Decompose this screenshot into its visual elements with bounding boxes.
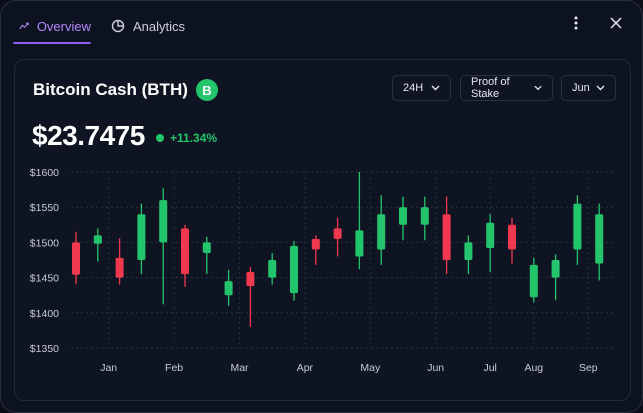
range-dropdown[interactable]: 24H (392, 75, 451, 101)
current-price: $23.7475 (32, 120, 145, 151)
candle-body-up (551, 260, 560, 278)
asset-title: Bitcoin Cash (BTH) (33, 80, 188, 99)
coin-glyph: B (202, 82, 212, 98)
candle-body-up (202, 242, 211, 253)
more-vertical-icon[interactable] (568, 15, 584, 31)
candle-body-down (181, 228, 189, 275)
candle-body-up (355, 230, 364, 257)
candle-body-up (420, 207, 429, 225)
consensus-value: Proof of Stake (471, 76, 510, 100)
month-value: Jun (572, 82, 590, 94)
candle-body-up (93, 235, 102, 244)
candle-body-down (333, 228, 342, 239)
candle-body-up (137, 214, 146, 260)
bitcoin-cash-icon: B (196, 79, 218, 101)
pie-chart-icon (111, 19, 125, 33)
price-change-badge: +11.34% (156, 131, 217, 145)
x-tick-label: Jan (100, 362, 117, 374)
x-tick-label: May (360, 362, 381, 374)
price-change: +11.34% (170, 131, 218, 145)
chevron-down-icon (596, 85, 605, 91)
candle-body-down (442, 214, 451, 260)
candle-body-up (595, 214, 604, 264)
candle-body-up (573, 203, 582, 250)
candlestick-chart: $1600 $1550 $1500 $1450 $1400 $1350 Jan Feb Mar A… (30, 167, 615, 374)
candle-body-up (529, 264, 538, 298)
tab-overview-label: Overview (36, 18, 91, 34)
x-tick-label: Sep (579, 362, 598, 374)
y-tick-label: $1450 (30, 273, 59, 285)
chevron-down-icon (431, 85, 440, 91)
x-tick-label: Feb (165, 362, 183, 374)
y-tick-label: $1350 (30, 343, 59, 355)
tab-analytics-label: Analytics (133, 18, 186, 34)
candle-body-down (115, 257, 124, 278)
y-tick-label: $1500 (30, 237, 59, 249)
candle-body-down (311, 238, 320, 250)
chart-line-icon (19, 22, 29, 30)
candle-body-up (464, 242, 473, 260)
candle-body-down (246, 271, 255, 287)
range-value: 24H (403, 82, 424, 94)
close-icon[interactable] (608, 15, 624, 31)
x-tick-label: Mar (230, 362, 249, 374)
candle-body-down (508, 224, 516, 250)
candle-body-up (224, 281, 233, 296)
consensus-dropdown[interactable]: Proof of Stake (460, 75, 553, 101)
x-tick-label: Jun (427, 362, 444, 374)
candle-body-up (377, 214, 386, 250)
candle-body-up (268, 260, 277, 278)
month-dropdown[interactable]: Jun (561, 75, 616, 101)
x-tick-label: Jul (483, 362, 496, 374)
x-tick-label: Aug (524, 362, 543, 374)
candle-body-up (486, 222, 495, 249)
status-dot-icon (156, 134, 164, 142)
tab-analytics[interactable]: Analytics (111, 9, 185, 43)
market-card: Bitcoin Cash (BTH) B 24H Proof of Stake … (14, 59, 631, 401)
candle-body-up (399, 207, 407, 225)
y-tick-label: $1600 (30, 167, 59, 179)
candle-body-down (72, 242, 80, 275)
x-tick-label: Apr (297, 362, 314, 374)
y-tick-label: $1550 (30, 202, 59, 214)
chevron-down-icon (534, 85, 542, 91)
candle-body-up (290, 245, 298, 294)
window-actions (568, 15, 624, 31)
candle-body-up (159, 200, 168, 243)
tab-overview[interactable]: Overview (13, 9, 91, 44)
y-tick-label: $1400 (30, 308, 59, 320)
